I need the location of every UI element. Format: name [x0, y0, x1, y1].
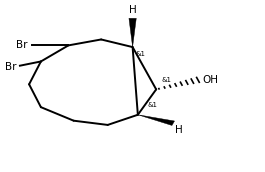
Text: Br: Br [5, 62, 16, 72]
Text: &1: &1 [161, 77, 171, 83]
Text: H: H [129, 5, 136, 15]
Polygon shape [129, 18, 136, 47]
Polygon shape [138, 115, 174, 125]
Text: H: H [175, 125, 183, 135]
Text: &1: &1 [135, 51, 145, 57]
Text: &1: &1 [147, 102, 157, 108]
Text: Br: Br [16, 40, 28, 50]
Text: OH: OH [203, 75, 219, 85]
